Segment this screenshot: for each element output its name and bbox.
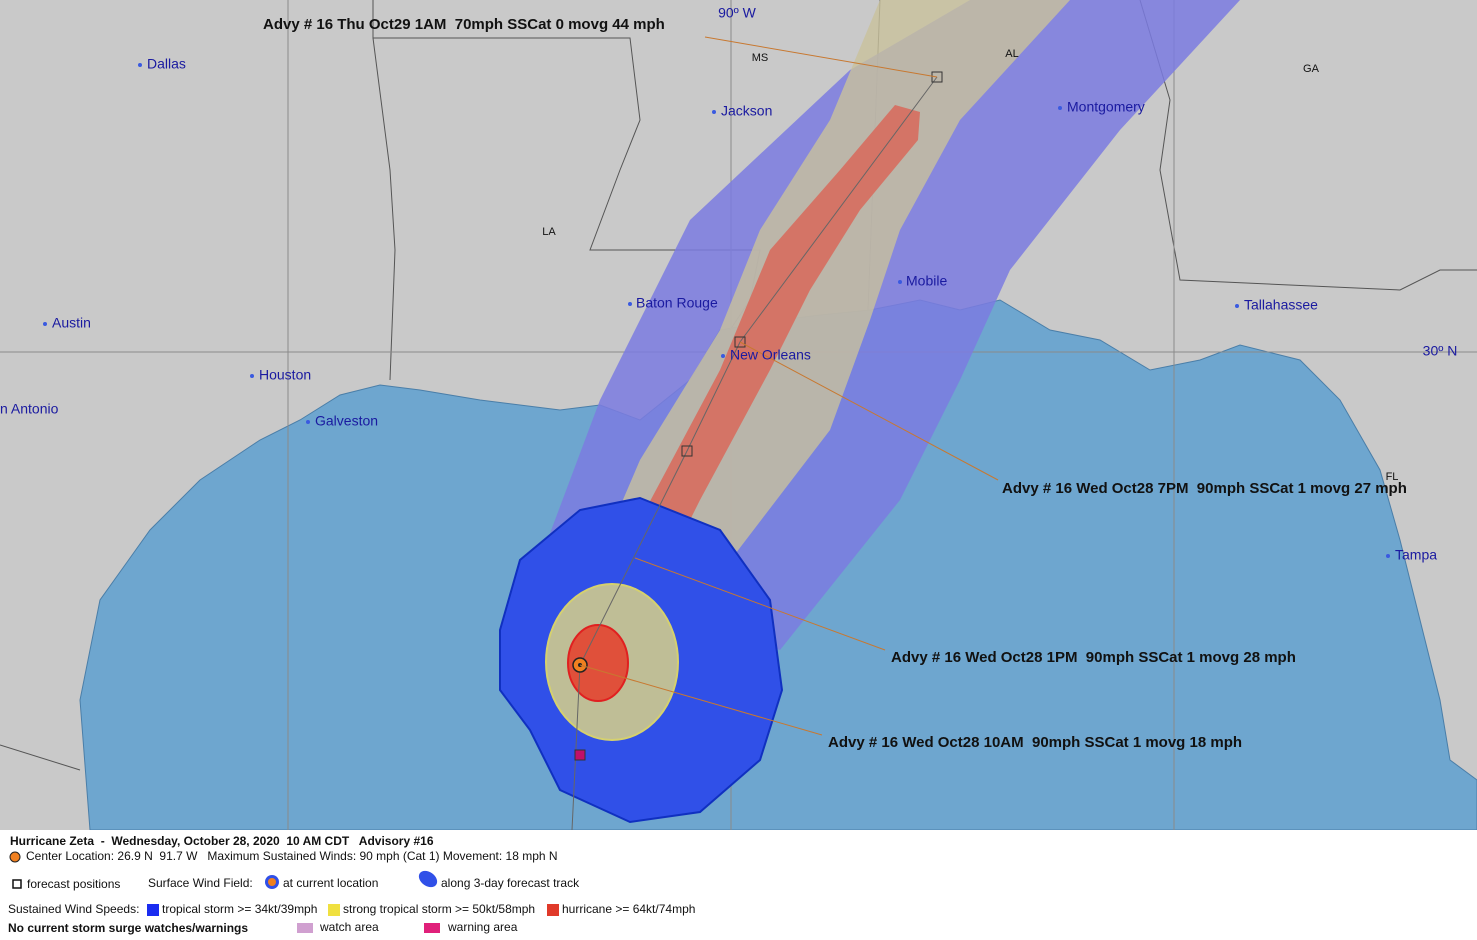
hurricane-swath bbox=[590, 105, 920, 620]
advisory-label: Advy # 16 Thu Oct29 1AM 70mph SSCat 0 mo… bbox=[263, 16, 665, 33]
city-label: Tallahassee bbox=[1244, 297, 1318, 313]
legend-text: tropical storm >= 34kt/39mph bbox=[162, 902, 317, 916]
advisory-label: Advy # 16 Wed Oct28 10AM 90mph SSCat 1 m… bbox=[828, 734, 1242, 751]
legend-text: forecast positions bbox=[27, 877, 120, 891]
state-label: FL bbox=[1386, 471, 1399, 483]
city-label: Houston bbox=[259, 367, 311, 383]
city-label: Mobile bbox=[906, 273, 947, 289]
city-label: n Antonio bbox=[0, 401, 59, 417]
legend-center-icon bbox=[9, 851, 21, 863]
legend-swatch bbox=[297, 923, 313, 933]
lat-label: 30º N bbox=[1423, 343, 1458, 359]
advisory-label: Advy # 16 Wed Oct28 7PM 90mph SSCat 1 mo… bbox=[1002, 480, 1407, 497]
state-label: MS bbox=[752, 52, 769, 64]
city-label: New Orleans bbox=[730, 347, 811, 363]
state-label: LA bbox=[542, 226, 556, 238]
legend-swatch bbox=[424, 923, 440, 933]
forecast-position bbox=[681, 445, 693, 457]
city-label: Montgomery bbox=[1067, 99, 1145, 115]
legend-text: along 3-day forecast track bbox=[441, 876, 580, 890]
city-dots bbox=[43, 63, 1390, 558]
legend-swatch bbox=[547, 904, 559, 916]
forecast-position bbox=[931, 71, 943, 83]
legend-text: Sustained Wind Speeds: bbox=[8, 902, 139, 916]
city-label: Baton Rouge bbox=[636, 295, 718, 311]
city-label: Tampa bbox=[1395, 547, 1437, 563]
state-label: AL bbox=[1005, 48, 1018, 60]
hurricane-wind-field bbox=[567, 624, 629, 702]
legend-text: watch area bbox=[319, 920, 379, 934]
forecast-position bbox=[734, 336, 746, 348]
legend-center-info: Center Location: 26.9 N 91.7 W Maximum S… bbox=[26, 849, 558, 863]
legend-title: Hurricane Zeta - Wednesday, October 28, … bbox=[10, 834, 434, 848]
city-label: Jackson bbox=[721, 103, 772, 119]
city-label: Austin bbox=[52, 315, 91, 331]
city-label: Galveston bbox=[315, 413, 378, 429]
legend-text: hurricane >= 64kt/74mph bbox=[562, 902, 695, 916]
legend-forecast-icon bbox=[12, 879, 22, 889]
city-label: Dallas bbox=[147, 56, 186, 72]
legend-text: strong tropical storm >= 50kt/58mph bbox=[343, 902, 535, 916]
legend-text: warning area bbox=[447, 920, 518, 934]
track-line bbox=[571, 76, 938, 831]
legend-text: Surface Wind Field: bbox=[148, 876, 253, 890]
advisory-label: Advy # 16 Wed Oct28 1PM 90mph SSCat 1 mo… bbox=[891, 649, 1296, 666]
past-position bbox=[574, 749, 586, 761]
leader-lines bbox=[579, 36, 999, 736]
state-label: GA bbox=[1303, 63, 1320, 75]
legend-swatch bbox=[328, 904, 340, 916]
legend-swatch bbox=[147, 904, 159, 916]
lon-label: 90º W bbox=[718, 5, 757, 21]
legend-text: at current location bbox=[283, 876, 378, 890]
legend-panel bbox=[0, 830, 1477, 940]
legend-text: No current storm surge watches/warnings bbox=[8, 921, 248, 935]
